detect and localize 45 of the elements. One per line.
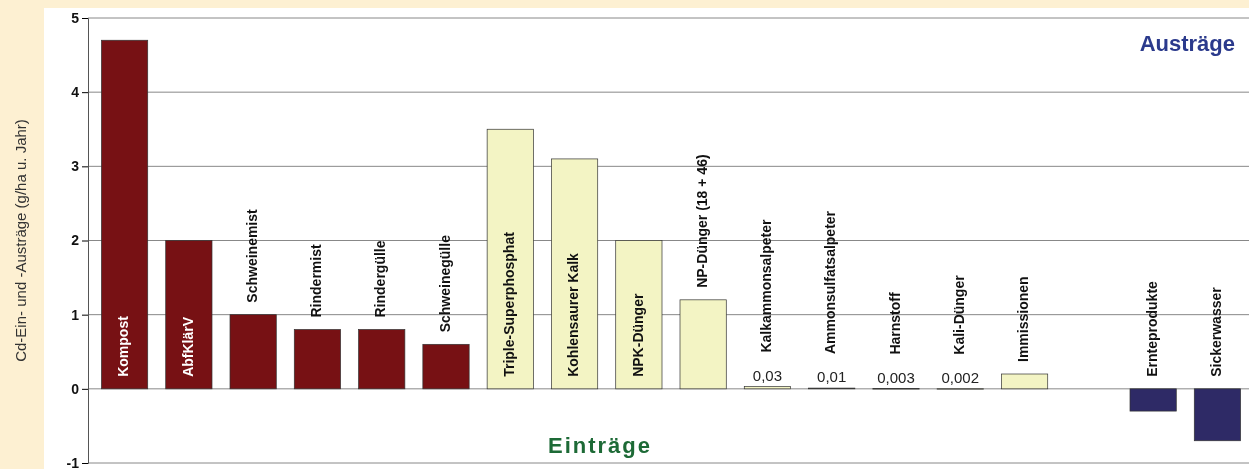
bar <box>679 299 727 390</box>
y-tick-label: 1 <box>71 306 80 323</box>
x-tick-label: Kalkammonsalpeter <box>758 219 775 353</box>
bar <box>1193 388 1241 442</box>
bar <box>358 329 406 390</box>
data-label: 0,003 <box>877 368 915 386</box>
annotation: Einträge <box>547 432 653 458</box>
bar <box>422 343 470 390</box>
y-tick-label: 0 <box>71 380 80 397</box>
x-tick-label: Ammonsulfatsalpeter <box>822 210 839 355</box>
bar <box>743 386 791 390</box>
x-tick-label: Kompost <box>115 315 132 377</box>
bar <box>1001 373 1049 390</box>
x-tick-label: Sickerwasser <box>1208 286 1225 377</box>
y-tick-label: 3 <box>71 158 80 175</box>
x-tick-label: Kali-Dünger <box>950 274 967 355</box>
bar <box>293 329 341 390</box>
x-tick-label: NP-Dünger (18 + 46) <box>693 154 710 288</box>
x-tick-label: Ernteprodukte <box>1143 280 1160 377</box>
x-tick-label: AbfKlärV <box>179 316 196 377</box>
data-label: 0,03 <box>752 366 783 384</box>
bar <box>229 314 277 390</box>
bar <box>165 240 213 390</box>
x-tick-label: Immissionen <box>1015 276 1032 362</box>
x-tick-label: NPK-Dünger <box>629 293 646 377</box>
bar <box>551 158 599 390</box>
x-tick-label: Schweinegülle <box>436 234 453 333</box>
bar <box>101 39 149 390</box>
annotation: Austräge <box>1139 30 1235 56</box>
data-label: 0,01 <box>817 368 847 386</box>
y-tick-label: -1 <box>66 454 80 469</box>
x-tick-label: Rindergülle <box>372 240 389 318</box>
data-label: 0,002 <box>941 368 980 386</box>
y-tick-label: 4 <box>71 84 80 101</box>
bar <box>615 240 663 390</box>
x-tick-label: Rindermist <box>308 244 325 318</box>
bar <box>486 128 534 390</box>
x-tick-label: Kohlensaurer Kalk <box>565 252 582 377</box>
x-tick-label: Triple-Superphosphat <box>500 231 517 377</box>
x-tick-label: Harnstoff <box>886 292 903 355</box>
y-tick-label: 2 <box>71 232 80 249</box>
y-tick-label: 5 <box>71 9 80 26</box>
y-axis-title: Cd-Ein- und -Austräge (g/ha u. Jahr) <box>11 119 29 362</box>
bar <box>1129 388 1177 412</box>
x-tick-label: Schweinemist <box>243 208 260 303</box>
